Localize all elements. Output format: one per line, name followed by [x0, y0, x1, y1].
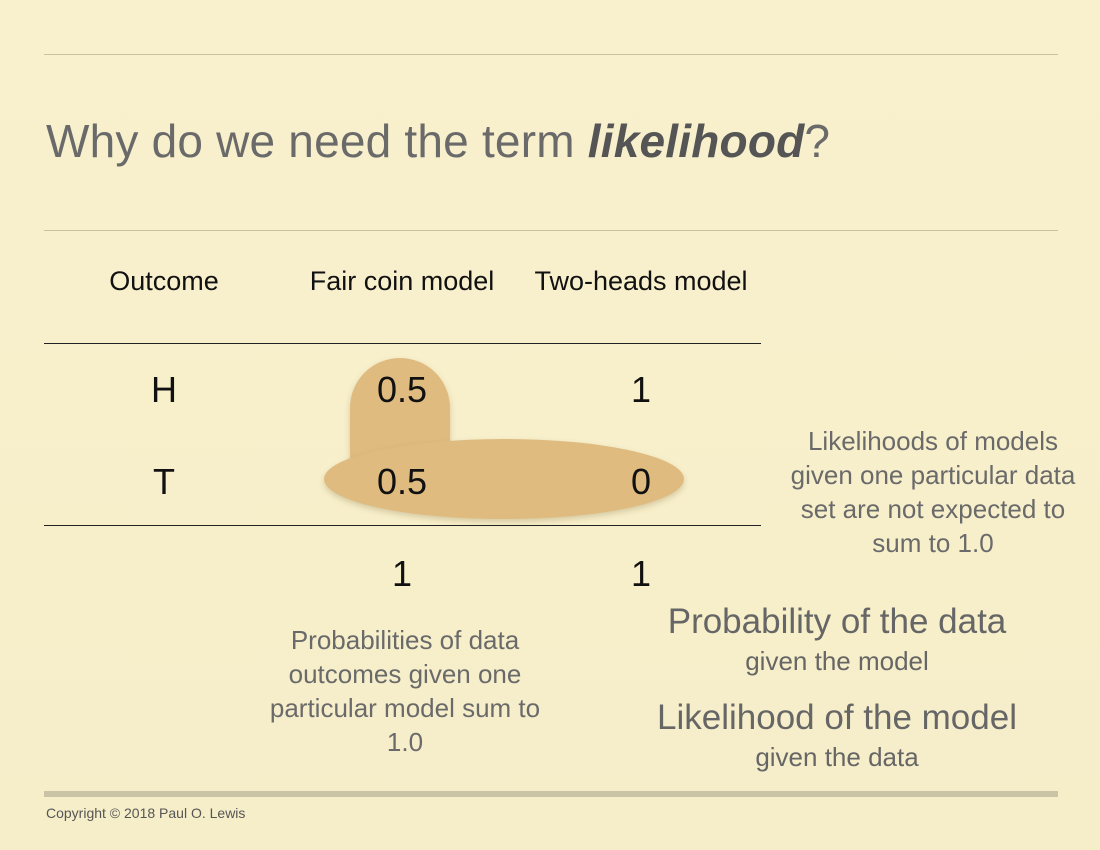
- row-h-fair: 0.5: [376, 369, 428, 410]
- row-h-outcome: H: [151, 369, 177, 410]
- header-outcome: Outcome: [109, 266, 219, 296]
- row-t-outcome: T: [153, 461, 175, 502]
- header-two-heads: Two-heads model: [534, 266, 748, 296]
- footer-divider: [44, 791, 1058, 797]
- title-divider: [44, 230, 1058, 231]
- probability-definition-title: Probability of the data: [667, 602, 1007, 641]
- row-h-two-heads: 1: [630, 369, 652, 410]
- likelihoods-note: Likelihoods of models given one particul…: [790, 426, 1076, 558]
- table-top-rule: [44, 343, 761, 344]
- copyright-text: Copyright © 2018 Paul O. Lewis: [46, 805, 246, 821]
- top-divider: [44, 54, 1058, 55]
- likelihood-definition-subtitle: given the data: [755, 742, 919, 772]
- probability-definition-subtitle: given the model: [745, 646, 929, 676]
- title-emphasis: likelihood: [587, 115, 805, 167]
- row-t-fair: 0.5: [376, 461, 428, 502]
- probabilities-note: Probabilities of data outcomes given one…: [269, 625, 541, 757]
- likelihood-definition-title: Likelihood of the model: [657, 698, 1017, 737]
- total-two-heads: 1: [630, 553, 652, 594]
- tails-row-highlight: [324, 439, 684, 519]
- title-suffix: ?: [804, 115, 831, 167]
- slide-title: Why do we need the term likelihood?: [46, 114, 830, 168]
- title-prefix: Why do we need the term: [46, 115, 588, 167]
- header-fair-coin: Fair coin model: [309, 266, 495, 296]
- total-fair: 1: [391, 553, 413, 594]
- table-bottom-rule: [44, 525, 761, 526]
- row-t-two-heads: 0: [630, 461, 652, 502]
